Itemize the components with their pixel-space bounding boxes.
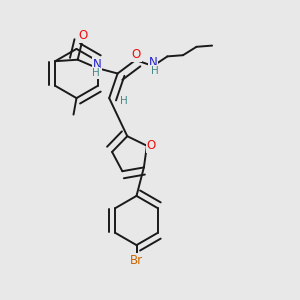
Text: N: N	[93, 58, 102, 71]
Text: Br: Br	[130, 254, 143, 267]
Text: O: O	[78, 29, 87, 42]
Text: O: O	[146, 139, 156, 152]
Text: H: H	[151, 66, 158, 76]
Text: O: O	[132, 48, 141, 61]
Text: N: N	[148, 56, 158, 69]
Text: H: H	[92, 68, 100, 78]
Text: H: H	[120, 95, 128, 106]
